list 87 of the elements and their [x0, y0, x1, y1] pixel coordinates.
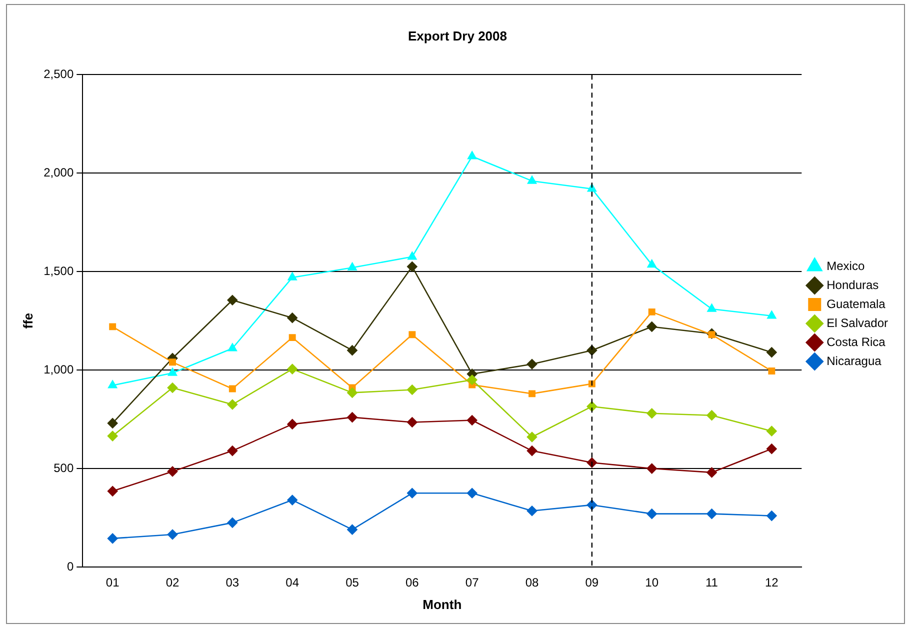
point	[468, 151, 477, 160]
y-tick-label: 1,000	[44, 362, 74, 376]
point	[707, 304, 716, 312]
point	[466, 374, 478, 386]
point	[766, 426, 777, 436]
point	[766, 510, 777, 521]
point	[646, 508, 657, 519]
point	[526, 446, 538, 456]
y-tick-label: 2,500	[44, 66, 74, 81]
x-tick-label: 10	[645, 576, 659, 590]
x-tick-label: 08	[525, 576, 539, 590]
x-tick-label: 06	[405, 576, 420, 590]
point	[648, 308, 656, 316]
y-axis-title: ffe	[20, 312, 36, 329]
point	[108, 380, 118, 388]
point	[407, 384, 418, 395]
point	[348, 262, 357, 271]
point	[706, 467, 717, 478]
point	[228, 343, 237, 352]
legend-label: Nicaragua	[826, 354, 882, 368]
x-tick-label: 11	[706, 576, 718, 590]
point	[408, 252, 417, 260]
point	[766, 444, 777, 454]
legend-label: El Salvador	[826, 316, 888, 330]
point	[227, 399, 238, 410]
point	[528, 390, 536, 398]
point	[767, 310, 776, 319]
point	[407, 488, 418, 498]
point	[288, 334, 296, 342]
x-tick-label: 04	[286, 576, 300, 590]
x-axis-title: Month	[422, 596, 462, 612]
point	[768, 368, 776, 375]
point	[706, 508, 717, 519]
point	[287, 312, 298, 323]
point	[169, 358, 176, 366]
point	[228, 385, 236, 392]
x-tick-label: 09	[585, 576, 599, 590]
point	[646, 322, 657, 332]
x-tick-label: 12	[764, 576, 779, 590]
x-tick-label: 01	[106, 576, 120, 590]
point	[408, 331, 416, 338]
point	[526, 358, 538, 370]
legend-label: Mexico	[826, 258, 865, 273]
point	[647, 260, 656, 268]
point	[347, 388, 358, 398]
point	[706, 410, 717, 420]
y-tick-label: 1,500	[44, 264, 74, 278]
point	[466, 488, 478, 498]
point	[407, 417, 418, 428]
point	[288, 272, 297, 280]
chart-title: Export Dry 2008	[408, 28, 507, 44]
point	[227, 518, 238, 528]
legend-label: Costa Rica	[826, 334, 886, 349]
point	[347, 412, 358, 422]
y-tick-label: 0	[66, 559, 74, 574]
point	[168, 368, 178, 376]
point	[646, 463, 657, 474]
x-tick-label: 05	[346, 576, 360, 590]
x-tick-label: 03	[226, 576, 240, 590]
point	[526, 506, 538, 516]
point	[227, 294, 238, 306]
point	[107, 430, 118, 442]
point	[107, 486, 118, 496]
point	[107, 418, 118, 428]
point	[466, 415, 478, 426]
point	[167, 466, 178, 477]
point	[407, 261, 418, 272]
point	[347, 345, 358, 356]
y-tick-label: 2,000	[44, 165, 74, 180]
point	[766, 347, 777, 358]
point	[287, 364, 298, 374]
y-tick-label: 500	[54, 460, 74, 475]
point	[167, 529, 178, 540]
point	[109, 323, 116, 330]
point	[107, 533, 118, 544]
legend-label: Honduras	[826, 278, 879, 292]
point	[167, 382, 178, 393]
x-tick-label: 02	[166, 576, 180, 590]
point	[646, 408, 657, 419]
legend-label: Guatemala	[826, 296, 886, 311]
point	[287, 494, 298, 506]
point	[347, 524, 358, 535]
point	[227, 446, 238, 456]
point	[526, 432, 538, 442]
x-tick-label: 07	[465, 576, 480, 590]
point	[287, 419, 298, 430]
point	[527, 176, 537, 184]
